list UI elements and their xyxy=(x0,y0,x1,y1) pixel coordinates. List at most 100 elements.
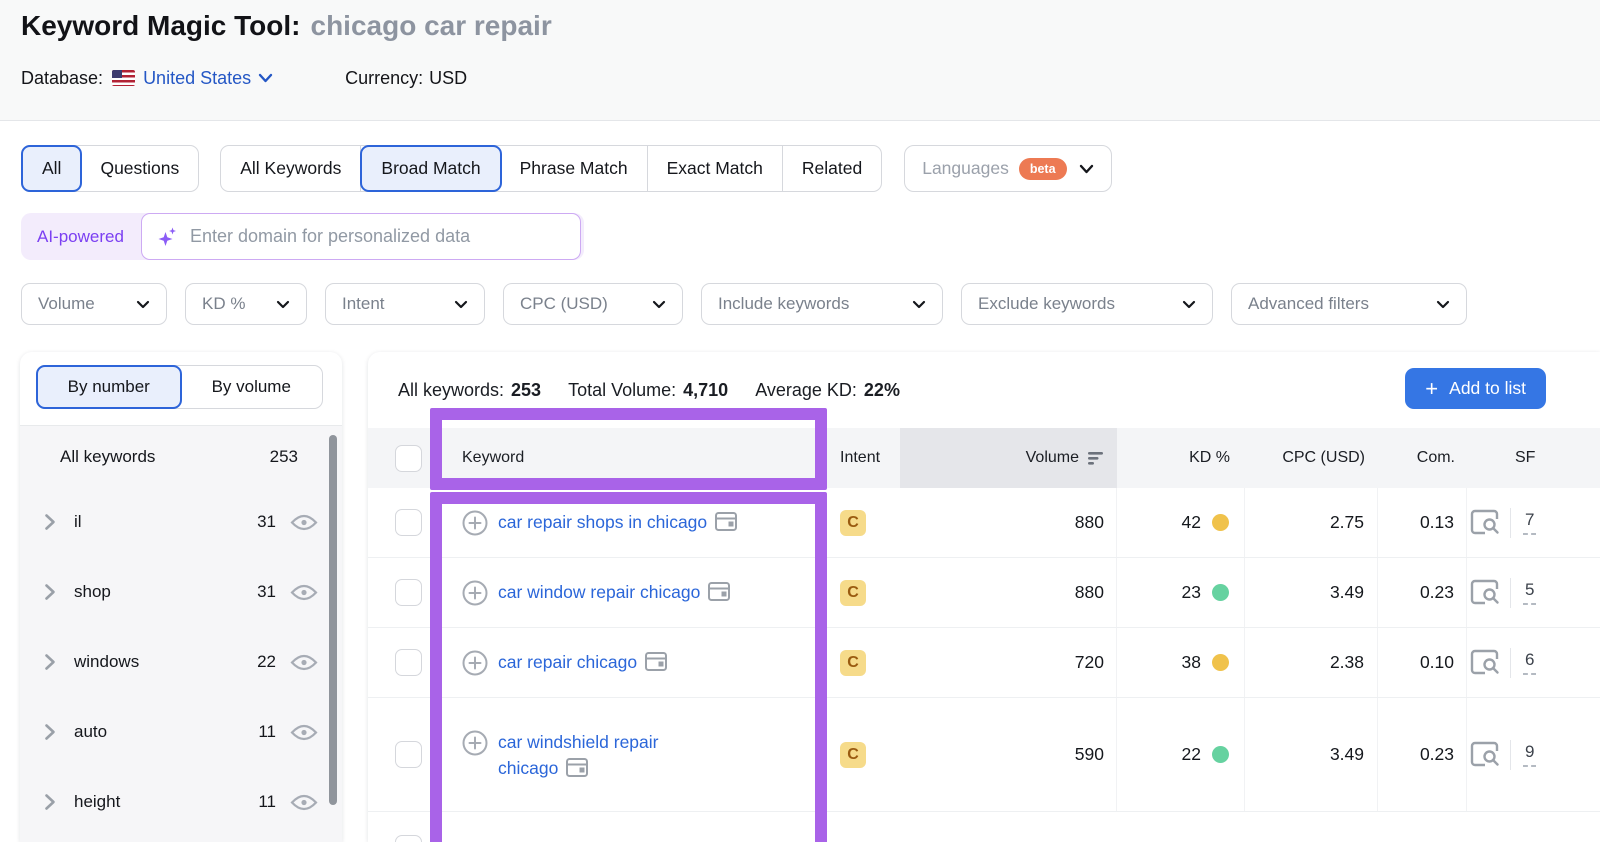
chevron-down-icon[interactable] xyxy=(258,73,273,83)
serp-window-icon xyxy=(708,582,731,601)
keyword-groups-list: All keywords 253 il 31 shop 31 windows 2… xyxy=(20,425,342,842)
tab-questions[interactable]: Questions xyxy=(100,158,180,178)
tab-phrase-match[interactable]: Phrase Match xyxy=(501,146,648,191)
tab-all[interactable]: All xyxy=(21,145,83,192)
com-value: 0.23 xyxy=(1378,698,1467,811)
keyword-link[interactable]: car window repair chicago xyxy=(498,579,731,605)
intent-filter-dropdown[interactable]: Intent xyxy=(325,283,485,325)
tab-all-keywords[interactable]: All Keywords xyxy=(221,146,362,191)
group-count: 22 xyxy=(257,652,276,671)
exclude-keywords-dropdown[interactable]: Exclude keywords xyxy=(961,283,1213,325)
column-header-volume[interactable]: Volume xyxy=(900,428,1117,488)
kd-level-dot xyxy=(1212,584,1229,601)
volume-value: 590 xyxy=(900,698,1117,811)
column-header-cpc[interactable]: CPC (USD) xyxy=(1282,449,1365,466)
cpc-filter-dropdown[interactable]: CPC (USD) xyxy=(503,283,683,325)
serp-preview-icon[interactable] xyxy=(1470,649,1500,676)
sort-by-number-tab[interactable]: By number xyxy=(36,365,182,409)
chevron-right-icon[interactable] xyxy=(44,653,66,671)
group-row-auto[interactable]: auto 11 xyxy=(20,697,342,767)
intent-badge[interactable]: C xyxy=(840,741,866,768)
eye-icon[interactable] xyxy=(290,654,318,671)
all-keywords-row[interactable]: All keywords 253 xyxy=(60,446,298,466)
chevron-down-icon xyxy=(1079,164,1094,174)
sort-by-volume-tab[interactable]: By volume xyxy=(211,377,291,396)
beta-badge: beta xyxy=(1018,157,1067,180)
eye-icon[interactable] xyxy=(290,584,318,601)
eye-icon[interactable] xyxy=(290,794,318,811)
eye-icon[interactable] xyxy=(290,514,318,531)
kd-level-dot xyxy=(1212,746,1229,763)
currency-label: Currency: USD xyxy=(345,67,468,88)
column-header-kd[interactable]: KD % xyxy=(1189,449,1230,466)
intent-badge[interactable]: C xyxy=(840,649,866,676)
add-keyword-icon[interactable] xyxy=(462,510,488,536)
kd-level-dot xyxy=(1212,514,1229,531)
database-label: Database: xyxy=(21,67,104,88)
chevron-right-icon[interactable] xyxy=(44,723,66,741)
serp-window-icon xyxy=(715,512,738,531)
volume-filter-dropdown[interactable]: Volume xyxy=(21,283,167,325)
tab-broad-match[interactable]: Broad Match xyxy=(360,145,502,192)
group-row-il[interactable]: il 31 xyxy=(20,487,342,557)
row-checkbox[interactable] xyxy=(395,509,422,536)
kd-value: 22 xyxy=(1181,744,1201,764)
keyword-link[interactable]: car repair shops in chicago xyxy=(498,509,738,535)
column-header-keyword[interactable]: Keyword xyxy=(462,449,525,466)
sf-count[interactable]: 6 xyxy=(1523,650,1537,675)
table-row: car repair chicago C 720 38 2.38 0.10 6 xyxy=(368,628,1600,698)
group-count: 11 xyxy=(258,722,276,741)
serp-window-icon xyxy=(566,757,589,777)
intent-badge[interactable]: C xyxy=(840,509,866,536)
cpc-value: 3.49 xyxy=(1245,698,1378,811)
tab-related[interactable]: Related xyxy=(801,158,863,178)
column-header-intent[interactable]: Intent xyxy=(840,449,881,466)
cpc-value: 2.75 xyxy=(1245,488,1378,557)
include-keywords-dropdown[interactable]: Include keywords xyxy=(701,283,943,325)
sidebar-scrollbar[interactable] xyxy=(329,435,337,805)
chevron-right-icon[interactable] xyxy=(44,793,66,811)
group-row-shop[interactable]: shop 31 xyxy=(20,557,342,627)
database-selector[interactable]: United States xyxy=(143,67,252,88)
match-tab-group: All Keywords Broad Match Phrase Match Ex… xyxy=(220,145,883,192)
kd-level-dot xyxy=(1212,654,1229,671)
keyword-link[interactable]: car windshield repair chicago xyxy=(498,731,659,778)
add-keyword-icon[interactable] xyxy=(462,580,488,606)
advanced-filters-dropdown[interactable]: Advanced filters xyxy=(1231,283,1467,325)
row-checkbox[interactable] xyxy=(395,835,422,842)
group-count: 31 xyxy=(257,582,276,601)
sparkles-icon xyxy=(156,225,180,249)
page-header: Keyword Magic Tool: chicago car repair Da… xyxy=(0,0,1600,121)
chevron-right-icon[interactable] xyxy=(44,513,66,531)
volume-value: 880 xyxy=(900,558,1117,627)
serp-preview-icon[interactable] xyxy=(1470,579,1500,606)
sf-count[interactable]: 9 xyxy=(1523,742,1537,767)
add-keyword-icon[interactable] xyxy=(462,650,488,676)
languages-dropdown[interactable]: Languages beta xyxy=(904,145,1112,192)
group-row-windows[interactable]: windows 22 xyxy=(20,627,342,697)
keyword-groups-sidebar: By number By volume All keywords 253 il … xyxy=(20,352,342,842)
row-checkbox[interactable] xyxy=(395,741,422,768)
column-header-sf[interactable]: SF xyxy=(1515,449,1536,466)
serp-preview-icon[interactable] xyxy=(1470,509,1500,536)
sf-count[interactable]: 5 xyxy=(1523,580,1537,605)
kd-filter-dropdown[interactable]: KD % xyxy=(185,283,307,325)
domain-input[interactable] xyxy=(189,226,566,247)
eye-icon[interactable] xyxy=(290,724,318,741)
row-checkbox[interactable] xyxy=(395,649,422,676)
intent-badge[interactable]: C xyxy=(840,579,866,606)
keyword-link[interactable]: car repair chicago xyxy=(498,649,668,675)
volume-value: 880 xyxy=(900,488,1117,557)
add-keyword-icon[interactable] xyxy=(462,730,488,756)
chevron-right-icon[interactable] xyxy=(44,583,66,601)
add-to-list-button[interactable]: + Add to list xyxy=(1405,368,1546,409)
sf-count[interactable]: 7 xyxy=(1523,510,1537,535)
row-checkbox[interactable] xyxy=(395,579,422,606)
serp-preview-icon[interactable] xyxy=(1470,741,1500,768)
tab-exact-match[interactable]: Exact Match xyxy=(648,146,783,191)
group-row-height[interactable]: height 11 xyxy=(20,767,342,837)
column-header-com[interactable]: Com. xyxy=(1416,449,1455,466)
select-all-checkbox[interactable] xyxy=(395,444,422,472)
languages-label: Languages xyxy=(922,158,1009,178)
serp-window-icon xyxy=(645,652,668,671)
